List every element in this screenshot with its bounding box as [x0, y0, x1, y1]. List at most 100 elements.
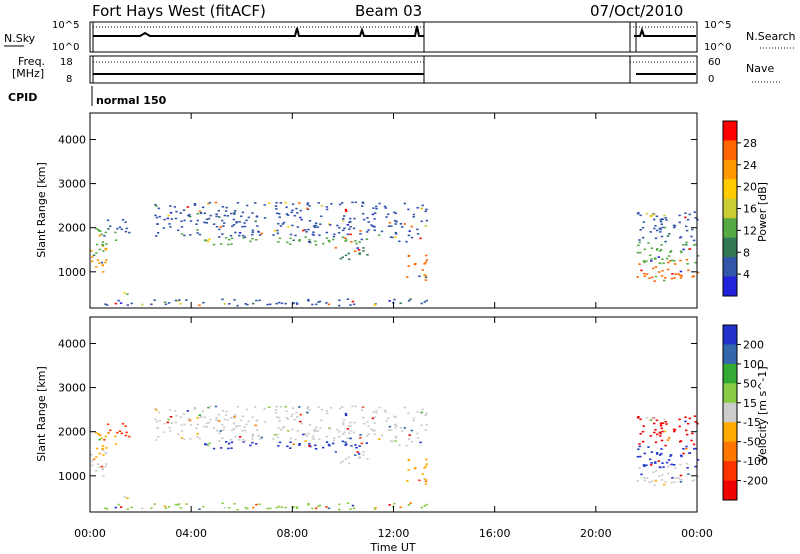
velocity-cell	[659, 435, 662, 437]
power-cell	[660, 223, 663, 226]
power-cell	[170, 218, 173, 220]
power-cell	[256, 225, 259, 227]
velocity-ylabel: Slant Range [km]	[35, 366, 48, 462]
power-cell	[269, 303, 272, 306]
power-cell	[299, 216, 302, 219]
power-cell	[410, 236, 414, 239]
power-cell	[682, 244, 685, 246]
freq-panel: Freq. [MHz] 18 8 60 0 Nave	[12, 55, 780, 85]
velocity-cell	[163, 505, 167, 507]
velocity-cell	[664, 481, 667, 483]
velocity-cell	[395, 424, 398, 427]
power-cell	[221, 219, 224, 222]
velocity-cell	[637, 416, 640, 418]
power-cell	[128, 231, 131, 234]
power-cell	[243, 222, 246, 224]
power-cell	[187, 214, 190, 217]
velocity-cell	[694, 447, 698, 450]
velocity-cell	[660, 452, 663, 455]
velocity-cell	[241, 415, 245, 418]
velocity-cell	[272, 438, 275, 440]
power-cell	[408, 230, 411, 232]
power-cell	[251, 212, 254, 214]
power-cell	[243, 225, 247, 228]
velocity-cell	[298, 443, 301, 445]
velocity-cell	[238, 438, 241, 441]
velocity-cell	[385, 420, 388, 422]
power-cell	[315, 222, 318, 224]
x-tick-label: 04:00	[175, 527, 207, 540]
power-cell	[266, 303, 269, 306]
velocity-colorbar-swatch	[723, 480, 737, 501]
power-cell	[240, 215, 243, 218]
power-cell	[285, 206, 288, 209]
velocity-cell	[276, 416, 279, 418]
power-cell	[394, 233, 398, 235]
power-cell	[401, 226, 404, 228]
power-cell	[412, 216, 415, 218]
power-cell	[407, 255, 410, 257]
velocity-cell	[291, 428, 294, 431]
velocity-cell	[645, 477, 649, 479]
power-cell	[308, 241, 311, 243]
velocity-cell	[208, 405, 212, 408]
velocity-colorbar-tick-label: 50	[743, 377, 757, 390]
power-cell	[636, 212, 640, 215]
velocity-cell	[655, 452, 659, 454]
velocity-cell	[373, 422, 376, 424]
power-cell	[650, 260, 653, 262]
power-cell	[659, 220, 663, 223]
power-cell	[313, 226, 317, 229]
power-cell	[367, 229, 370, 231]
nsky-trace-b	[634, 26, 696, 37]
velocity-cell	[187, 418, 190, 421]
power-cell	[655, 215, 659, 218]
velocity-cell	[355, 446, 358, 449]
power-cell	[246, 303, 249, 306]
velocity-cell	[325, 441, 329, 443]
power-cell	[95, 252, 98, 254]
velocity-cell	[98, 452, 101, 455]
velocity-cell	[102, 454, 105, 456]
power-cell	[118, 226, 122, 228]
velocity-cell	[678, 418, 681, 421]
power-cell	[162, 227, 165, 229]
velocity-cell	[678, 425, 681, 428]
power-cell	[295, 302, 299, 304]
power-cell	[425, 254, 428, 257]
velocity-cell	[299, 413, 302, 416]
nsky-right-tick-top: 10^5	[704, 20, 731, 31]
velocity-cell	[673, 481, 676, 483]
velocity-cell	[664, 444, 667, 447]
velocity-cell	[669, 455, 672, 457]
power-cell	[150, 303, 153, 306]
beam-label: Beam 03	[355, 2, 422, 20]
power-cell	[341, 256, 344, 259]
power-cell	[409, 298, 412, 300]
velocity-colorbar-tick-label: 15	[743, 397, 757, 410]
power-cell	[232, 218, 236, 221]
power-cell	[346, 224, 349, 226]
power-cell	[332, 235, 336, 238]
velocity-cell	[660, 479, 664, 481]
power-colorbar-tick-label: 12	[743, 224, 757, 237]
velocity-cell	[638, 467, 641, 469]
power-cell	[277, 301, 281, 304]
power-cell	[370, 224, 373, 226]
power-cell	[669, 251, 672, 253]
velocity-cell	[294, 438, 297, 441]
velocity-cell	[298, 406, 301, 408]
power-cell	[685, 241, 688, 244]
velocity-cell	[255, 503, 258, 506]
power-cell	[341, 236, 344, 239]
velocity-cell	[394, 416, 397, 419]
velocity-cell	[656, 433, 659, 436]
nave-label: Nave	[746, 62, 774, 75]
velocity-cell	[292, 443, 295, 446]
power-cell	[300, 218, 303, 221]
power-cell	[103, 235, 106, 237]
velocity-cell	[117, 503, 120, 506]
velocity-cell	[193, 407, 197, 409]
power-cell	[97, 229, 100, 231]
power-cell	[284, 302, 287, 305]
